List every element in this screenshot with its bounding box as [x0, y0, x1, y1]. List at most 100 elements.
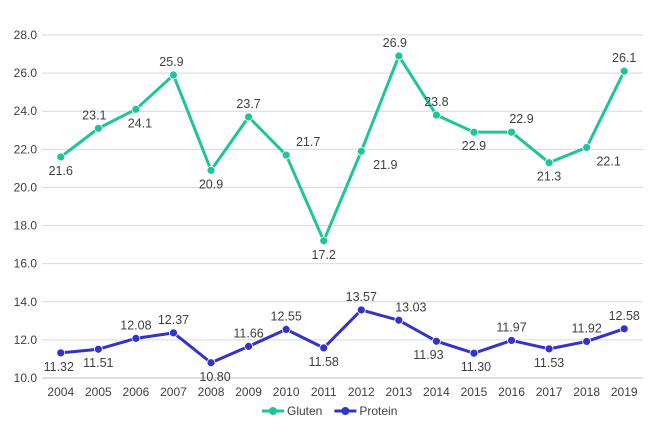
- x-tick-label: 2009: [235, 385, 262, 399]
- data-point: [469, 127, 479, 137]
- x-tick-label: 2007: [160, 385, 187, 399]
- data-point: [206, 358, 216, 368]
- data-label: 20.9: [199, 177, 223, 191]
- legend-swatch-marker: [341, 407, 350, 415]
- y-tick-label: 14.0: [14, 295, 38, 309]
- data-label: 26.1: [612, 51, 636, 65]
- y-tick-label: 16.0: [14, 257, 38, 271]
- x-tick-label: 2016: [498, 385, 525, 399]
- legend: Gluten Protein: [262, 404, 397, 418]
- data-point: [507, 336, 516, 345]
- y-tick-label: 28.0: [14, 28, 38, 42]
- data-label: 13.03: [395, 300, 426, 314]
- y-tick-label: 24.0: [14, 104, 38, 118]
- data-label: 21.6: [49, 164, 73, 178]
- data-point: [544, 158, 554, 168]
- series-protein: 11.32 11.51 12.08 12.37 10.80 11.66 12.55 11.58…: [44, 290, 640, 384]
- legend-swatch-marker: [269, 407, 277, 415]
- data-point: [356, 305, 366, 315]
- x-tick-label: 2012: [348, 385, 375, 399]
- data-label: 26.9: [383, 36, 407, 50]
- data-point: [507, 127, 516, 137]
- data-label: 12.58: [609, 309, 640, 323]
- data-label: 12.37: [158, 313, 189, 327]
- data-label: 11.30: [461, 360, 491, 374]
- data-point: [131, 104, 141, 114]
- y-tick-label: 18.0: [14, 219, 38, 233]
- data-label: 23.8: [424, 95, 448, 109]
- x-tick-label: 2004: [47, 385, 74, 399]
- legend-label: Gluten: [287, 404, 322, 418]
- x-tick-label: 2013: [385, 385, 412, 399]
- data-point: [281, 150, 291, 160]
- data-label: 11.66: [233, 326, 263, 340]
- data-label: 17.2: [312, 248, 336, 262]
- gridlines: [42, 34, 643, 379]
- data-label: 11.32: [44, 360, 74, 374]
- data-point: [131, 333, 141, 343]
- y-axis: 10.0 12.0 14.0 16.0 18.0 20.0 22.0 24.0 26.0 28.0: [14, 28, 38, 385]
- x-tick-label: 2011: [311, 385, 337, 399]
- data-point: [319, 236, 329, 246]
- x-tick-label: 2014: [423, 385, 450, 399]
- x-tick-label: 2015: [461, 385, 488, 399]
- data-point: [619, 66, 629, 76]
- x-tick-label: 2008: [198, 385, 225, 399]
- data-point: [319, 343, 329, 353]
- data-point: [281, 325, 291, 334]
- legend-label: Protein: [359, 404, 397, 418]
- data-point: [93, 123, 103, 133]
- data-point: [432, 110, 441, 120]
- data-label: 24.1: [128, 116, 152, 130]
- data-label: 23.7: [236, 97, 260, 111]
- data-point: [169, 328, 178, 338]
- data-label: 11.58: [309, 355, 339, 369]
- data-label: 10.80: [199, 370, 230, 384]
- series-line: [60, 308, 625, 365]
- legend-item-gluten: Gluten: [262, 404, 322, 418]
- data-label: 12.08: [120, 318, 151, 332]
- y-tick-label: 26.0: [14, 66, 38, 80]
- x-tick-label: 2006: [123, 385, 150, 399]
- x-axis: 2004 2005 2006 2007 2008 2009 2010 2011 2012 2013…: [42, 377, 643, 399]
- data-point: [244, 112, 253, 122]
- series-group: 21.6 23.1 24.1 25.9 20.9 23.7 21.7 17.2 21.9 26.9…: [44, 36, 640, 384]
- data-point: [582, 337, 592, 346]
- y-tick-label: 12.0: [14, 333, 38, 347]
- data-point: [582, 143, 592, 152]
- data-label: 22.9: [462, 139, 486, 153]
- data-point: [394, 315, 404, 325]
- data-point: [394, 51, 404, 61]
- data-label: 11.53: [534, 356, 564, 370]
- y-tick-label: 10.0: [14, 371, 38, 385]
- data-point: [244, 341, 253, 351]
- x-tick-label: 2010: [273, 385, 300, 399]
- y-tick-label: 20.0: [14, 180, 38, 194]
- data-label: 25.9: [159, 55, 183, 69]
- data-label: 11.51: [83, 356, 113, 370]
- x-tick-label: 2018: [573, 385, 600, 399]
- data-point: [206, 165, 216, 175]
- data-point: [469, 348, 479, 358]
- data-label: 22.9: [509, 112, 533, 126]
- data-point: [169, 70, 178, 80]
- data-label: 21.7: [296, 135, 320, 149]
- data-label: 21.9: [373, 158, 397, 172]
- data-point: [432, 336, 441, 346]
- data-label: 22.1: [596, 154, 620, 168]
- series-gluten: 21.6 23.1 24.1 25.9 20.9 23.7 21.7 17.2 21.9 26.9…: [49, 36, 637, 262]
- data-point: [544, 344, 554, 354]
- data-point: [56, 348, 66, 358]
- x-tick-label: 2019: [611, 385, 638, 399]
- data-label: 11.93: [413, 348, 443, 362]
- data-label: 12.55: [271, 309, 302, 323]
- data-point: [619, 324, 629, 334]
- data-label: 11.92: [571, 321, 601, 335]
- data-label: 11.97: [496, 320, 526, 334]
- legend-item-protein: Protein: [334, 404, 397, 418]
- data-point: [93, 344, 103, 354]
- data-label: 21.3: [537, 170, 561, 184]
- data-point: [56, 152, 66, 162]
- y-tick-label: 22.0: [14, 142, 38, 156]
